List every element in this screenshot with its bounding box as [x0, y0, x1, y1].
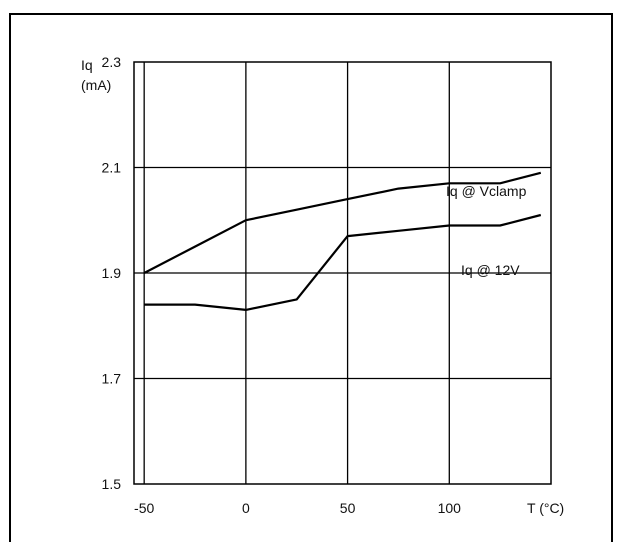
series-label-vclamp: Iq @ Vclamp	[446, 183, 527, 199]
y-tick-label: 1.7	[102, 371, 122, 387]
series-layer	[143, 171, 542, 311]
y-tick-labels: 2.3 2.1 1.9 1.7 1.5	[102, 54, 122, 492]
x-tick-label: -50	[134, 500, 154, 516]
series-line-iq-12v	[144, 213, 542, 311]
y-axis-label-line1: Iq	[81, 57, 93, 73]
y-tick-label: 1.9	[102, 265, 122, 281]
x-axis-label: T (°C)	[527, 500, 564, 516]
x-tick-labels: -50 0 50 100	[134, 500, 461, 516]
grid-lines	[134, 62, 551, 484]
x-tick-label: 100	[438, 500, 462, 516]
x-tick-label: 0	[242, 500, 250, 516]
series-line-iq-vclamp	[143, 171, 542, 274]
y-axis-label-line2: (mA)	[81, 77, 111, 93]
series-label-12v: Iq @ 12V	[461, 262, 520, 278]
y-tick-label: 2.3	[102, 54, 122, 70]
y-tick-label: 2.1	[102, 160, 122, 176]
y-tick-label: 1.5	[102, 476, 122, 492]
x-tick-label: 50	[340, 500, 356, 516]
